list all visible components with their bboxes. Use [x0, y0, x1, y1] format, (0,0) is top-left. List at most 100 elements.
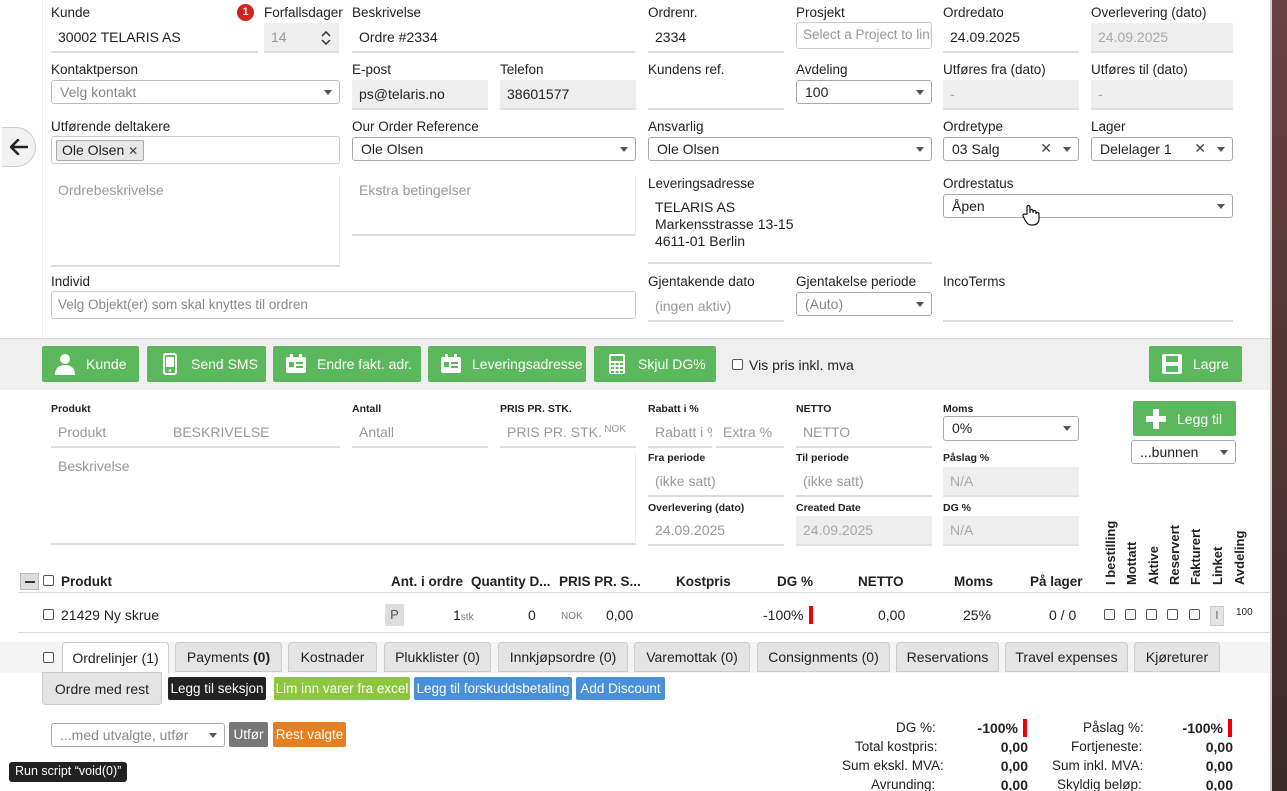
overlevering-field[interactable]: 24.09.2025 [1091, 23, 1233, 53]
netto-input[interactable]: NETTO [796, 418, 932, 448]
row-ant-value: 1 [453, 607, 461, 623]
th-pris[interactable]: PRIS PR. S... [559, 574, 641, 589]
ansvarlig-select[interactable]: Ole Olsen [648, 137, 932, 161]
lagre-button[interactable]: Lagre [1149, 346, 1242, 382]
pris-input[interactable]: PRIS PR. STK. NOK [500, 418, 636, 448]
table-row[interactable] [18, 596, 1270, 632]
kunde-button[interactable]: Kunde [42, 346, 139, 382]
gjentakelse-periode-select[interactable]: (Auto) [796, 292, 932, 316]
avdeling-select[interactable]: 100 [796, 80, 932, 104]
clear-icon[interactable]: ✕ [1194, 140, 1206, 156]
our-ref-select[interactable]: Ole Olsen [352, 137, 636, 161]
add-discount-button[interactable]: Add Discount [576, 677, 665, 700]
paslag-field[interactable]: N/A [943, 467, 1079, 497]
deltaker-tag-label: Ole Olsen [62, 142, 125, 158]
incoterms-field[interactable] [943, 292, 1233, 322]
th-produkt[interactable]: Produkt [61, 574, 113, 589]
ordredato-field[interactable]: 24.09.2025 [943, 23, 1079, 53]
vis-pris-checkbox[interactable] [732, 359, 743, 370]
line-overlevering-field[interactable]: 24.09.2025 [648, 516, 784, 546]
til-periode-field[interactable]: (ikke satt) [796, 467, 932, 497]
utfores-fra-field[interactable]: - [943, 80, 1079, 110]
tab-varemottak[interactable]: Varemottak (0) [634, 642, 750, 672]
aktive-checkbox[interactable] [1146, 609, 1157, 620]
tab-consignments[interactable]: Consignments (0) [757, 642, 890, 672]
tab-payments[interactable]: Payments (0) [175, 642, 282, 672]
epost-field[interactable]: ps@telaris.no [352, 80, 488, 110]
mottatt-checkbox[interactable] [1125, 609, 1136, 620]
line-beskrivelse-textarea[interactable]: Beskrivelse [51, 452, 636, 545]
th-dg[interactable]: DG % [777, 574, 814, 589]
kontaktperson-select[interactable]: Velg kontakt [51, 80, 340, 104]
row-checkbox[interactable] [43, 609, 54, 620]
ordrebeskrivelse-textarea[interactable]: Ordrebeskrivelse [51, 176, 340, 267]
remove-tag-icon[interactable]: ✕ [128, 144, 139, 158]
dg-field[interactable]: N/A [943, 516, 1079, 546]
individ-field[interactable]: Velg Objekt(er) som skal knyttes til ord… [51, 291, 636, 319]
th-ant[interactable]: Ant. i ordre [391, 574, 464, 589]
th-qty[interactable]: Quantity D... [471, 574, 551, 589]
ordrestatus-select[interactable]: Åpen [943, 194, 1233, 218]
telefon-field[interactable]: 38601577 [500, 80, 636, 110]
th-moms[interactable]: Moms [954, 574, 994, 589]
produkt-input[interactable]: Produkt BESKRIVELSE [51, 418, 340, 448]
lim-inn-button[interactable]: Lim inn varer fra excel [274, 677, 410, 700]
fakturert-checkbox[interactable] [1189, 609, 1200, 620]
kundens-ref-field[interactable] [648, 80, 784, 110]
back-button[interactable] [2, 127, 36, 167]
gjentakende-field[interactable]: (ingen aktiv) [648, 292, 784, 322]
antall-input[interactable]: Antall [352, 418, 488, 448]
linket-badge[interactable]: l [1210, 606, 1224, 626]
utfor-button[interactable]: Utfør [229, 722, 268, 747]
ordretype-select[interactable]: 03 Salg ✕ [943, 137, 1079, 161]
stepper-icon[interactable] [321, 31, 331, 45]
tab-plukklister[interactable]: Plukklister (0) [384, 642, 491, 672]
row-pris[interactable]: 0,00 [606, 607, 634, 623]
utfores-til-field[interactable]: - [1091, 80, 1233, 110]
skjul-dg-button[interactable]: Skjul DG% [594, 346, 716, 382]
kunde-field[interactable]: 30002 TELARIS AS [51, 23, 258, 53]
avrunding-value: 0,00 [1000, 777, 1028, 791]
row-produkt[interactable]: 21429 Ny skrue [61, 607, 160, 623]
clear-icon[interactable]: ✕ [1040, 140, 1052, 156]
bulk-action-select[interactable]: ...med utvalgte, utfør [51, 723, 225, 747]
tab-kostnader[interactable]: Kostnader [288, 642, 377, 672]
tab-ordrelinjer[interactable]: Ordrelinjer (1) [62, 642, 169, 674]
moms-select[interactable]: 0% [943, 416, 1079, 441]
position-select[interactable]: ...bunnen [1131, 440, 1236, 464]
created-date-field[interactable]: 24.09.2025 [796, 516, 932, 546]
deltakere-field[interactable]: Ole Olsen ✕ [51, 136, 340, 164]
th-lager[interactable]: På lager [1030, 574, 1083, 589]
reservert-checkbox[interactable] [1167, 609, 1178, 620]
forskudd-button[interactable]: Legg til forskuddsbetaling [414, 677, 572, 700]
endre-fakt-button[interactable]: Endre fakt. adr. [273, 346, 421, 382]
ordrenr-field[interactable]: 2334 [648, 23, 784, 53]
th-kostpris[interactable]: Kostpris [676, 574, 731, 589]
i-bestilling-checkbox[interactable] [1104, 609, 1115, 620]
p-badge[interactable]: P [385, 604, 404, 626]
send-sms-button[interactable]: Send SMS [147, 346, 266, 382]
tab-innkjopsordre[interactable]: Innkjøpsordre (0) [498, 642, 628, 672]
leveringsadresse-box[interactable]: TELARIS AS Markensstrasse 13-15 4611-01 … [648, 194, 932, 264]
legg-til-button[interactable]: Legg til [1133, 401, 1236, 436]
rabatt-input[interactable]: Rabatt i % [648, 418, 712, 448]
leveringsadresse-button[interactable]: Leveringsadresse [428, 346, 586, 382]
ordre-med-rest-button[interactable]: Ordre med rest [42, 672, 162, 705]
collapse-button[interactable] [20, 573, 39, 590]
rest-valgte-button[interactable]: Rest valgte [273, 722, 346, 747]
tab-travel-expenses[interactable]: Travel expenses [1005, 642, 1128, 672]
tabs-checkbox[interactable] [43, 652, 54, 663]
tab-kjoreturer[interactable]: Kjøreturer [1134, 642, 1220, 672]
tab-reservations[interactable]: Reservations [896, 642, 999, 672]
lager-select[interactable]: Delelager 1 ✕ [1091, 137, 1233, 161]
col-reservert: Reservert [1167, 525, 1182, 585]
ekstra-betingelser-textarea[interactable]: Ekstra betingelser [352, 176, 636, 236]
extra-input[interactable]: Extra % [716, 418, 784, 448]
select-all-checkbox[interactable] [43, 575, 54, 586]
fra-periode-field[interactable]: (ikke satt) [648, 467, 784, 497]
beskrivelse-field[interactable]: Ordre #2334 [352, 23, 635, 53]
th-netto[interactable]: NETTO [858, 574, 904, 589]
legg-til-seksjon-button[interactable]: Legg til seksjon [168, 677, 266, 700]
prosjekt-field[interactable]: Select a Project to link [796, 22, 932, 49]
forfall-field[interactable]: 14 [264, 23, 339, 53]
